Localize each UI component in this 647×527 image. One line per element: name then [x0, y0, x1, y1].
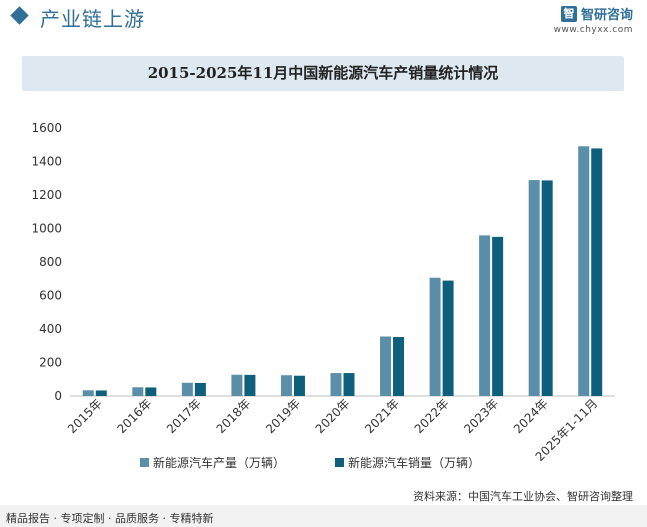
bar-sales — [393, 337, 405, 396]
y-tick-label: 1200 — [31, 188, 62, 202]
bar-sales — [442, 280, 454, 396]
bar-sales — [95, 390, 107, 396]
bar-production — [132, 387, 144, 396]
x-tick-label: 2023年 — [461, 396, 501, 436]
y-tick-label: 800 — [39, 255, 62, 269]
logo-url: www.chyxx.com — [553, 25, 633, 35]
chart-title-bar: 2015-2025年11月中国新能源汽车产销量统计情况 — [22, 56, 624, 91]
bar-production — [380, 336, 392, 396]
bar-sales — [244, 374, 256, 396]
logo-mark-icon: 智 — [560, 5, 577, 22]
legend-swatch-production — [140, 458, 149, 467]
diamond-icon — [10, 6, 29, 25]
bar-production — [280, 375, 292, 396]
x-tick-label: 2020年 — [313, 396, 353, 436]
header: 产业链上游 智 智研咨询 www.chyxx.com — [0, 0, 647, 40]
y-tick-label: 1000 — [31, 222, 62, 236]
bar-sales — [591, 148, 603, 396]
bar-sales — [293, 375, 305, 396]
section-title: 产业链上游 — [40, 7, 145, 31]
bar-production — [82, 390, 94, 396]
x-tick-label: 2017年 — [164, 396, 204, 436]
bar-sales — [145, 387, 157, 396]
x-tick-label: 2016年 — [114, 396, 154, 436]
y-tick-label: 600 — [39, 289, 62, 303]
x-tick-label: 2021年 — [362, 396, 402, 436]
bar-production — [330, 373, 342, 396]
footer-tagline: 精品报告 · 专项定制 · 品质服务 · 专精特新 — [6, 512, 214, 525]
bar-production — [429, 277, 441, 396]
x-tick-label: 2024年 — [511, 396, 551, 436]
x-tick-label: 2019年 — [263, 396, 303, 436]
bar-production — [528, 180, 540, 396]
bar-production — [479, 235, 491, 396]
x-tick-label: 2022年 — [412, 396, 452, 436]
footer-bar — [0, 505, 647, 527]
x-tick-label: 2018年 — [214, 396, 254, 436]
brand-logo: 智 智研咨询 www.chyxx.com — [554, 4, 633, 35]
y-tick-label: 1600 — [31, 121, 62, 135]
y-tick-label: 1400 — [31, 155, 62, 169]
y-tick-label: 400 — [39, 322, 62, 336]
bar-sales — [492, 236, 504, 396]
bar-production — [231, 374, 243, 396]
logo-name: 智研咨询 — [580, 8, 633, 23]
chart-title: 2015-2025年11月中国新能源汽车产销量统计情况 — [147, 64, 499, 82]
legend-label-sales: 新能源汽车销量（万辆） — [348, 455, 480, 470]
y-tick-label: 0 — [54, 389, 62, 403]
y-tick-label: 200 — [39, 356, 62, 370]
legend-swatch-sales — [335, 458, 344, 467]
bar-sales — [343, 373, 355, 396]
bar-sales — [541, 180, 553, 396]
bar-sales — [194, 382, 206, 396]
x-tick-label: 2015年 — [65, 396, 105, 436]
source-note: 资料来源：中国汽车工业协会、智研咨询整理 — [413, 490, 633, 503]
bar-production — [578, 146, 590, 396]
legend-label-production: 新能源汽车产量（万辆） — [153, 455, 285, 470]
bar-production — [181, 382, 193, 396]
